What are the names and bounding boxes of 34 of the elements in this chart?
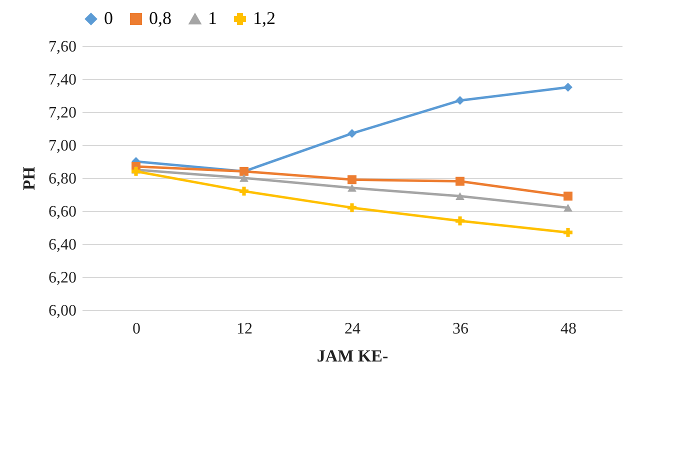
y-tick-label: 6,20 — [48, 270, 76, 286]
legend-label: 1 — [208, 8, 217, 28]
point — [240, 174, 248, 182]
point — [348, 128, 356, 138]
y-tick-label: 7,40 — [48, 72, 76, 88]
legend-label: 1,2 — [253, 8, 276, 28]
legend-label: 0,8 — [149, 8, 172, 28]
x-tick-label: 0 — [132, 320, 140, 338]
point — [240, 186, 248, 196]
x-tick-label: 48 — [560, 320, 576, 338]
point — [564, 82, 572, 92]
point — [456, 192, 464, 200]
y-axis-title: PH — [20, 166, 38, 190]
point — [456, 216, 464, 226]
y-tick-label: 7,00 — [48, 138, 76, 154]
point — [564, 228, 572, 237]
point — [348, 184, 356, 192]
x-tick-label: 36 — [452, 320, 468, 338]
x-tick-label: 12 — [236, 320, 252, 338]
y-tick-label: 7,60 — [48, 38, 76, 56]
x-tick-label: 24 — [344, 320, 360, 338]
y-tick-label: 6,40 — [48, 236, 76, 254]
point — [564, 192, 572, 201]
y-tick-label: 7,20 — [48, 104, 76, 122]
y-tick-label: 6,00 — [48, 302, 76, 320]
point — [456, 176, 464, 186]
point — [456, 96, 464, 105]
point — [564, 204, 572, 212]
point — [348, 175, 356, 184]
point — [348, 203, 356, 212]
y-tick-label: 6,60 — [48, 204, 76, 220]
legend-label: 0 — [104, 8, 113, 28]
y-tick-label: 6,80 — [48, 170, 76, 188]
x-axis-title: JAM KE- — [316, 346, 388, 366]
